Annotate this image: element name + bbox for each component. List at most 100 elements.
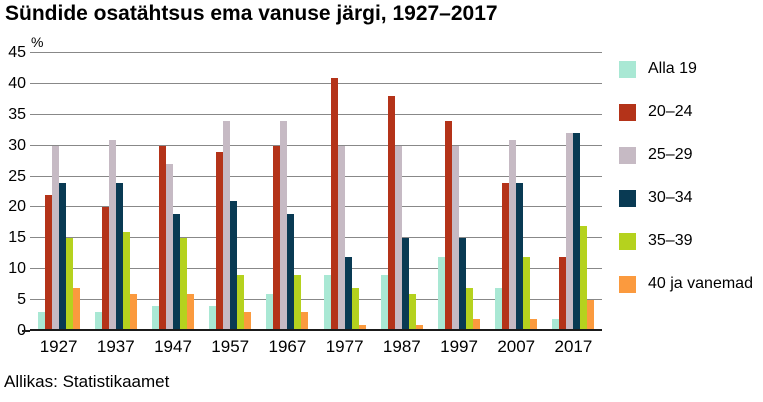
bar [559,256,567,331]
bar-group-2017 [545,53,602,331]
bar [115,182,123,331]
bar [466,287,474,331]
bar [173,213,180,331]
bar [280,120,288,331]
legend-swatch [619,275,636,293]
legend-item: 20–24 [619,103,763,121]
bar [65,238,73,331]
bar [101,207,109,331]
bar [401,238,409,331]
bar [159,145,166,331]
bar [445,120,453,331]
legend-label: 20–24 [648,103,693,120]
bar [566,133,574,331]
zero-tick [22,330,30,332]
bar [380,275,388,331]
legend-swatch [619,60,636,78]
x-axis-tick-label: 1987 [382,337,421,356]
legend-label: 25–29 [648,146,693,163]
gridline [30,82,602,84]
bar [37,312,45,331]
plot-area: 051015202530354045 [8,44,602,339]
bar-group-1937 [87,53,144,331]
bar [237,275,245,331]
y-axis-tick-label: 10 [8,260,26,278]
chart-title: Sündide osatähtsus ema vanuse järgi, 192… [5,2,498,25]
y-axis-tick-label: 25 [8,167,26,185]
y-axis-tick-label: 0 [0,322,26,340]
gridline [30,113,602,115]
x-axis-line [30,329,602,331]
legend-item: 30–34 [619,189,763,207]
bar [166,164,173,331]
bar [266,293,274,331]
bar [122,232,130,331]
bar [44,195,52,331]
bar [209,306,217,331]
bar [473,318,481,331]
legend-swatch [619,103,636,121]
bar [408,293,416,331]
source-note: Allikas: Statistikaamet [4,372,170,391]
x-axis-tick-label: 2017 [554,337,593,356]
bar-group-1997 [430,53,487,331]
x-axis-tick-label: 1927 [39,337,78,356]
bar [301,312,309,331]
bar [509,139,517,331]
bar-group-1977 [316,53,373,331]
legend-item: Alla 19 [619,60,763,78]
x-axis-tick-label: 1947 [154,337,192,356]
bar [180,238,187,331]
bar [129,293,137,331]
bar-group-1927 [30,53,87,331]
gridline [30,206,602,208]
bar [337,145,345,331]
legend-item: 25–29 [619,146,763,164]
bar [351,287,359,331]
bar-groups-layer [30,53,602,331]
y-axis-tick-label: 30 [8,136,26,154]
legend-label: 30–34 [648,189,693,206]
legend-label: 40 ja vanemad [648,275,753,292]
gridline [30,52,602,53]
bar [330,77,338,331]
bar-group-1967 [259,53,316,331]
bar [516,182,524,331]
bar [244,312,252,331]
bar [58,182,66,331]
gridline [30,144,602,146]
legend-label: Alla 19 [648,60,697,77]
legend-item: 35–39 [619,232,763,250]
bar-group-1957 [202,53,259,331]
gridline [30,237,602,239]
bar-group-1987 [373,53,430,331]
legend-label: 35–39 [648,232,693,249]
bar [108,139,116,331]
bar [495,287,503,331]
bar [415,324,423,331]
gridline [30,175,602,177]
legend-swatch [619,146,636,164]
bar [230,201,238,331]
y-axis-tick-label: 20 [8,198,26,216]
legend-swatch [619,189,636,207]
gridline [30,299,602,301]
x-axis-tick-label: 1977 [325,337,364,356]
bar [216,151,224,331]
bar [587,300,595,331]
bar [387,96,395,331]
bar [273,145,281,331]
bar [552,318,560,331]
legend: Alla 19 20–24 25–29 30–34 35–39 40 ja vanemad [619,60,763,318]
bar [152,306,159,331]
x-axis-tick-label: 1957 [211,337,250,356]
bar [323,275,331,331]
x-axis-labels: 1927 1937 1947 1957 1967 1977 1987 1997 2007 2017 [30,337,602,357]
bar [530,318,538,331]
x-axis-tick-label: 2007 [497,337,536,356]
x-axis-tick-label: 1997 [440,337,478,356]
bar [72,287,80,331]
bar [287,213,295,331]
gridline [30,268,602,270]
